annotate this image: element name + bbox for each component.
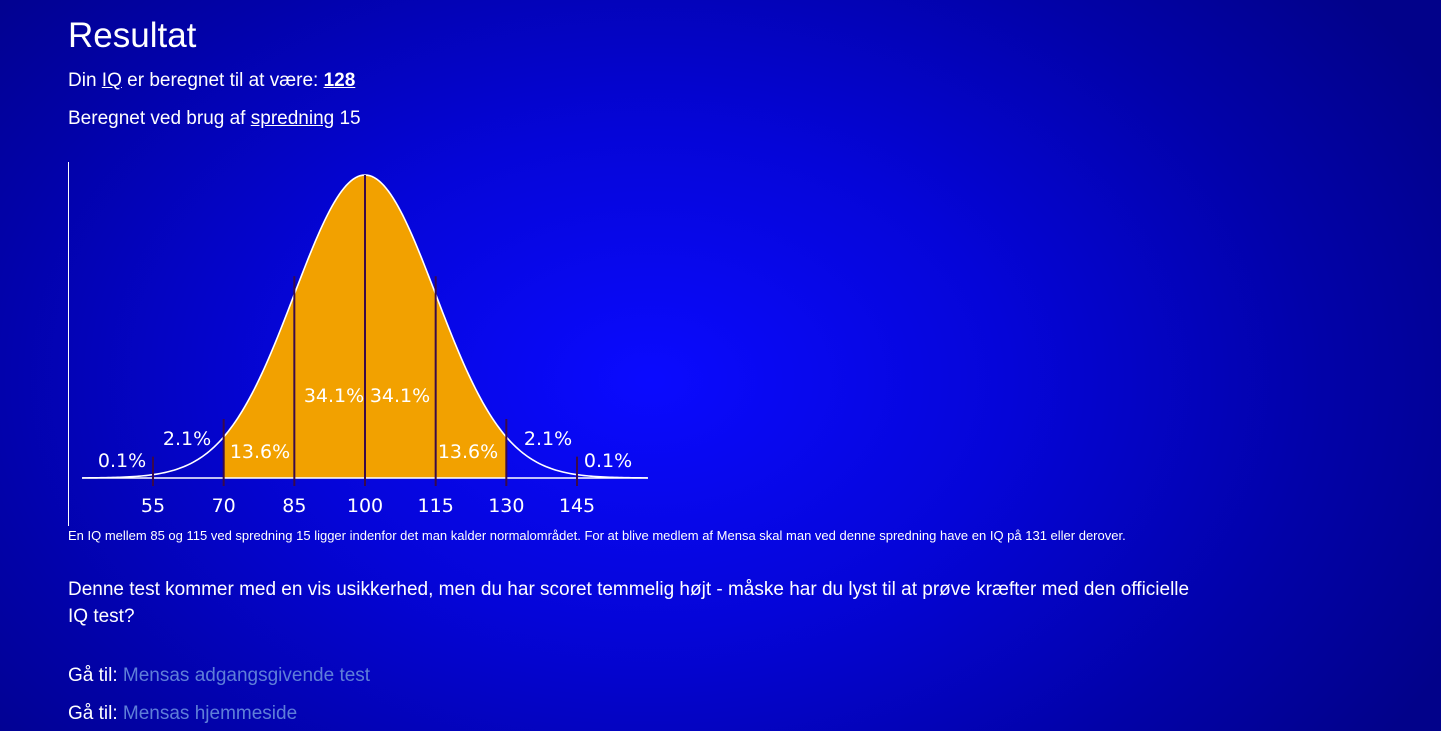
- goto-prefix: Gå til:: [68, 665, 118, 686]
- encouragement-paragraph: Denne test kommer med en vis usikkerhed,…: [68, 579, 1190, 627]
- spread-line: Beregnet ved brug af spredning 15: [68, 108, 361, 130]
- page-title: Resultat: [68, 16, 197, 55]
- x-tick-label: 115: [418, 495, 454, 517]
- normal-range-caption: En IQ mellem 85 og 115 ved spredning 15 …: [68, 528, 1126, 543]
- spread-value: 15: [339, 108, 361, 129]
- x-tick-label: 85: [282, 495, 306, 517]
- iq-link[interactable]: IQ: [101, 70, 122, 91]
- iq-result-line: Din IQ er beregnet til at være: 128: [68, 70, 355, 92]
- x-tick-label: 145: [559, 495, 595, 517]
- x-tick-label: 130: [488, 495, 524, 517]
- segment-percent-label: 2.1%: [163, 428, 211, 450]
- segment-percent-label: 34.1%: [370, 385, 430, 407]
- segment-percent-label: 0.1%: [584, 450, 632, 472]
- iq-score: 128: [323, 70, 356, 91]
- iq-line-middle: er beregnet til at være:: [127, 70, 319, 91]
- goto-home-line: Gå til: Mensas hjemmeside: [68, 703, 297, 725]
- spread-line-prefix: Beregnet ved brug af: [68, 108, 246, 129]
- goto-test-line: Gå til: Mensas adgangsgivende test: [68, 665, 370, 687]
- x-tick-label: 100: [347, 495, 383, 517]
- segment-percent-label: 13.6%: [438, 441, 498, 463]
- bell-curve-svg: 55 70 85 100 115 130 145 0.1% 2.1% 13.6% 34.1% 34.1…: [68, 162, 648, 526]
- segment-percent-label: 2.1%: [524, 428, 572, 450]
- goto-prefix: Gå til:: [68, 703, 118, 724]
- segment-percent-label: 0.1%: [98, 450, 146, 472]
- mensa-test-link[interactable]: Mensas adgangsgivende test: [122, 665, 371, 686]
- mensa-homepage-link[interactable]: Mensas hjemmeside: [122, 703, 298, 724]
- x-tick-label: 70: [212, 495, 236, 517]
- segment-percent-label: 13.6%: [230, 441, 290, 463]
- spread-link[interactable]: spredning: [250, 108, 335, 129]
- segment-percent-label: 34.1%: [304, 385, 364, 407]
- iq-line-prefix: Din: [68, 70, 97, 91]
- bell-curve-chart: 55 70 85 100 115 130 145 0.1% 2.1% 13.6% 34.1% 34.1…: [68, 162, 668, 526]
- x-tick-label: 55: [141, 495, 165, 517]
